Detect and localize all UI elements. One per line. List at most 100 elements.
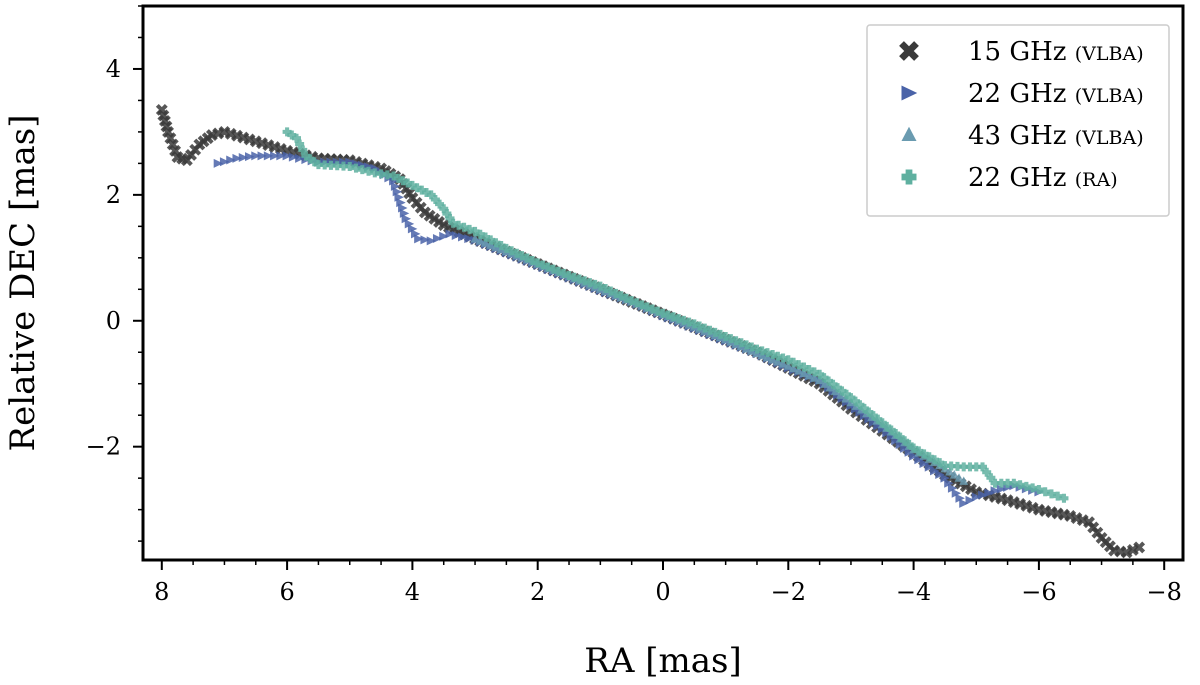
x-tick-label: −8 [1147, 578, 1182, 606]
series-point [978, 490, 988, 500]
series-point [731, 336, 741, 346]
series-point [417, 185, 427, 195]
series-point [1021, 481, 1031, 491]
series-point [338, 161, 348, 171]
legend-name: 43 GHz [968, 121, 1075, 151]
series-point [564, 270, 574, 280]
legend-tag: (VLBA) [1075, 85, 1144, 107]
series-point [778, 353, 788, 363]
series-point [954, 473, 964, 482]
legend-box [866, 24, 1170, 217]
series-point [757, 346, 767, 356]
x-axis-label: RA [mas] [584, 641, 741, 681]
series-point [1053, 491, 1063, 501]
series-point [454, 220, 464, 230]
series-point [401, 214, 412, 224]
series-point [951, 488, 962, 498]
series-point [986, 473, 996, 483]
series-point [721, 332, 731, 342]
x-tick-label: −6 [1021, 578, 1056, 606]
series-point [778, 359, 788, 368]
series-point [491, 238, 501, 248]
series-point [924, 462, 935, 472]
series-point [946, 461, 956, 471]
series-point [824, 376, 834, 386]
legend-name: 22 GHz [968, 163, 1075, 193]
series-point [470, 226, 480, 236]
legend-label: 15 GHz (VLBA) [968, 37, 1144, 67]
series-point [1015, 480, 1025, 490]
series-point [752, 344, 762, 354]
series-point [351, 163, 361, 173]
x-tick-label: 0 [655, 578, 670, 606]
series-point [919, 458, 929, 468]
series-point [710, 327, 720, 337]
series-point [295, 153, 305, 163]
series-point [868, 411, 878, 421]
series-point [747, 342, 757, 352]
series-point [762, 348, 772, 358]
series-point [940, 461, 950, 471]
series-point [426, 236, 437, 246]
series-point [877, 418, 887, 428]
series-point [965, 462, 975, 472]
series-point [914, 455, 924, 465]
series-point [357, 165, 367, 175]
series-point [984, 488, 994, 498]
series-point [442, 209, 452, 219]
series-point [736, 338, 746, 348]
series-point [663, 310, 673, 320]
series-point [382, 170, 392, 180]
series-point [837, 386, 847, 396]
series-point [815, 369, 825, 379]
series-point [940, 473, 950, 483]
x-tick-label: 6 [279, 578, 294, 606]
series-point [496, 241, 506, 251]
series-point [398, 176, 408, 186]
series-point [448, 218, 458, 228]
legend-marker [901, 85, 918, 101]
series-point [288, 152, 299, 162]
series-point [935, 469, 945, 479]
series-point [439, 231, 449, 241]
series-point [507, 246, 517, 256]
series-point [313, 160, 323, 170]
x-tick-label: 4 [405, 578, 420, 606]
series-point [679, 315, 689, 325]
series-point [1059, 493, 1069, 503]
series-point [945, 466, 955, 476]
legend-label: 43 GHz (VLBA) [968, 121, 1144, 151]
series-point [627, 296, 637, 306]
series-point [426, 190, 436, 200]
series-point [799, 368, 809, 377]
series-point [799, 362, 809, 372]
series-point [251, 151, 261, 161]
series-point [965, 495, 975, 505]
series-point [263, 151, 274, 161]
series-point [809, 373, 819, 382]
series-point [914, 446, 924, 456]
series-point [929, 466, 940, 476]
series-point [245, 152, 255, 162]
series-point [996, 478, 1006, 488]
series-point [459, 222, 469, 232]
series-point [768, 349, 778, 359]
legend: 15 GHz (VLBA)22 GHz (VLBA)43 GHz (VLBA)2… [866, 24, 1170, 217]
series-point [407, 224, 418, 234]
series-point [658, 308, 668, 318]
series-point [789, 357, 799, 367]
series-point [637, 300, 647, 310]
legend-tag: (VLBA) [1075, 43, 1144, 65]
series-point [1133, 541, 1146, 554]
series-point [291, 133, 301, 143]
series-point [219, 157, 230, 167]
series-point [1034, 484, 1044, 494]
series-point [522, 253, 532, 263]
series-3 [282, 127, 1069, 503]
series-point [527, 255, 537, 265]
series-point [621, 293, 631, 303]
series-point [282, 151, 293, 161]
series-point [257, 151, 267, 161]
series-point [947, 483, 958, 493]
series-point [705, 325, 715, 335]
